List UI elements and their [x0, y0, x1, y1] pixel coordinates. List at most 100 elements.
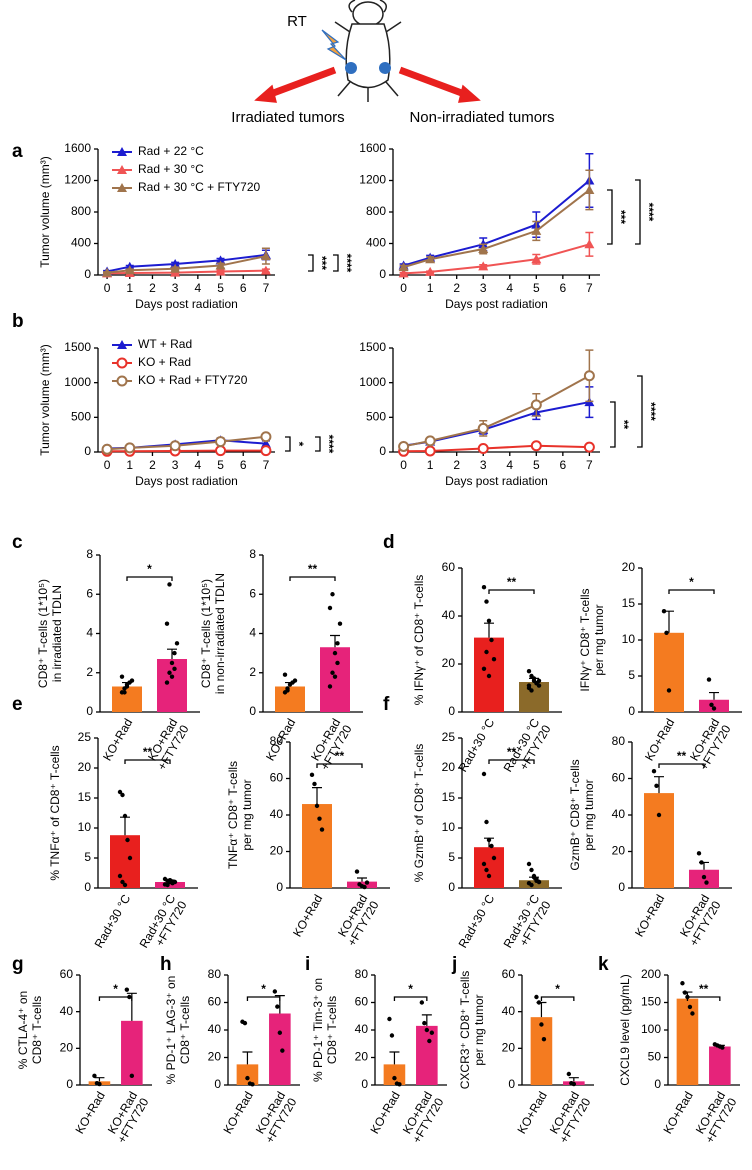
mouse-body	[345, 23, 391, 89]
y-tick-label: 80	[355, 967, 369, 981]
data-point	[317, 816, 322, 821]
marker	[425, 266, 436, 276]
data-point	[174, 641, 180, 646]
significance-bracket	[333, 254, 339, 272]
bar	[519, 682, 549, 712]
x-tick-label: KO+Rad	[632, 892, 667, 939]
legend-label: KO + Rad	[138, 355, 191, 369]
significance-label: *	[147, 562, 152, 576]
data-point	[666, 688, 672, 693]
y-tick-label: 0	[379, 267, 386, 281]
legend-label: WT + Rad	[138, 337, 192, 351]
data-point	[704, 880, 709, 885]
data-point	[687, 1004, 693, 1010]
marker	[260, 445, 272, 457]
data-point	[172, 650, 177, 656]
y-tick-label: 20	[78, 760, 92, 774]
x-tick-label: KO+Rad	[290, 892, 325, 939]
x-tick-label: 3	[480, 458, 487, 472]
legend-marker	[117, 165, 127, 174]
data-point	[422, 1020, 427, 1026]
data-point	[541, 1036, 547, 1042]
x-tick-label: 2	[149, 458, 156, 472]
data-point	[122, 882, 128, 888]
error-bar	[312, 787, 322, 805]
marker	[215, 260, 226, 270]
bar	[676, 998, 699, 1085]
data-point	[92, 1073, 97, 1079]
legend-label: Rad + 30 °C	[138, 162, 204, 176]
y-axis-label: % TNFα⁺ of CD8⁺ T-cells	[48, 745, 62, 880]
y-tick-label: 20	[208, 1050, 222, 1064]
marker	[124, 442, 136, 454]
x-tick-label: 6	[560, 458, 567, 472]
error-bar	[709, 691, 719, 700]
x-tick-label: KO+Rad	[642, 716, 677, 763]
y-tick-label: 20	[60, 1041, 74, 1055]
data-point	[129, 1073, 135, 1079]
y-tick-label: 0	[508, 1077, 515, 1091]
data-point	[484, 819, 489, 825]
marker	[398, 262, 409, 272]
bar	[112, 686, 142, 712]
significance-bracket	[686, 996, 721, 1001]
significance-label: ****	[322, 435, 336, 454]
data-point	[486, 837, 492, 843]
data-point	[119, 674, 125, 679]
marker	[170, 263, 181, 273]
y-tick-label: 0	[379, 444, 386, 458]
y-tick-label: 1000	[64, 375, 91, 389]
arrow-right	[398, 66, 469, 99]
marker	[260, 251, 271, 261]
marker	[169, 440, 181, 452]
y-axis-label: per mg tumor	[240, 779, 254, 850]
marker	[424, 435, 436, 447]
data-point	[486, 618, 492, 623]
y-tick-label: 1600	[64, 141, 91, 155]
y-tick-label: 0	[84, 444, 91, 458]
y-tick-label: 1600	[359, 141, 386, 155]
data-point	[429, 1030, 435, 1035]
y-tick-label: 5	[84, 850, 91, 864]
marker	[102, 267, 113, 277]
data-point	[169, 674, 175, 679]
data-point	[539, 1022, 544, 1027]
x-tick-label: 2	[453, 458, 460, 472]
marker	[584, 239, 595, 249]
x-tick-label: 5	[533, 281, 540, 295]
bar	[302, 804, 332, 888]
marker	[260, 438, 271, 448]
significance-label: **	[335, 749, 345, 763]
radiation-bolt	[321, 29, 347, 61]
panel-letter: a	[12, 141, 23, 162]
x-axis-label: Days post radiation	[135, 474, 238, 488]
x-tick-label: 4	[506, 281, 513, 295]
significance-bracket	[316, 763, 363, 768]
y-tick-label: 8	[86, 547, 93, 561]
panel-letter: g	[12, 954, 24, 975]
data-point	[481, 861, 487, 867]
data-point	[97, 1081, 102, 1087]
bar	[699, 699, 729, 712]
bar	[383, 1064, 406, 1085]
data-point	[680, 981, 685, 986]
data-point	[319, 827, 325, 832]
data-point	[566, 1071, 572, 1077]
data-point	[706, 677, 712, 682]
y-tick-label: 10	[78, 820, 92, 834]
data-point	[531, 676, 537, 681]
significance-bracket	[315, 436, 321, 452]
data-point	[682, 990, 688, 995]
data-point	[335, 641, 340, 646]
y-tick-label: 15	[78, 790, 92, 804]
data-point	[169, 660, 175, 666]
data-point	[392, 1075, 397, 1081]
y-tick-label: 200	[641, 967, 661, 981]
y-tick-label: 800	[71, 204, 91, 218]
panel-letter: c	[12, 532, 23, 553]
y-tick-label: 5	[628, 668, 635, 682]
bar	[474, 847, 504, 888]
data-point	[389, 1033, 395, 1038]
panel-letter: k	[598, 954, 609, 975]
bar	[654, 632, 684, 712]
